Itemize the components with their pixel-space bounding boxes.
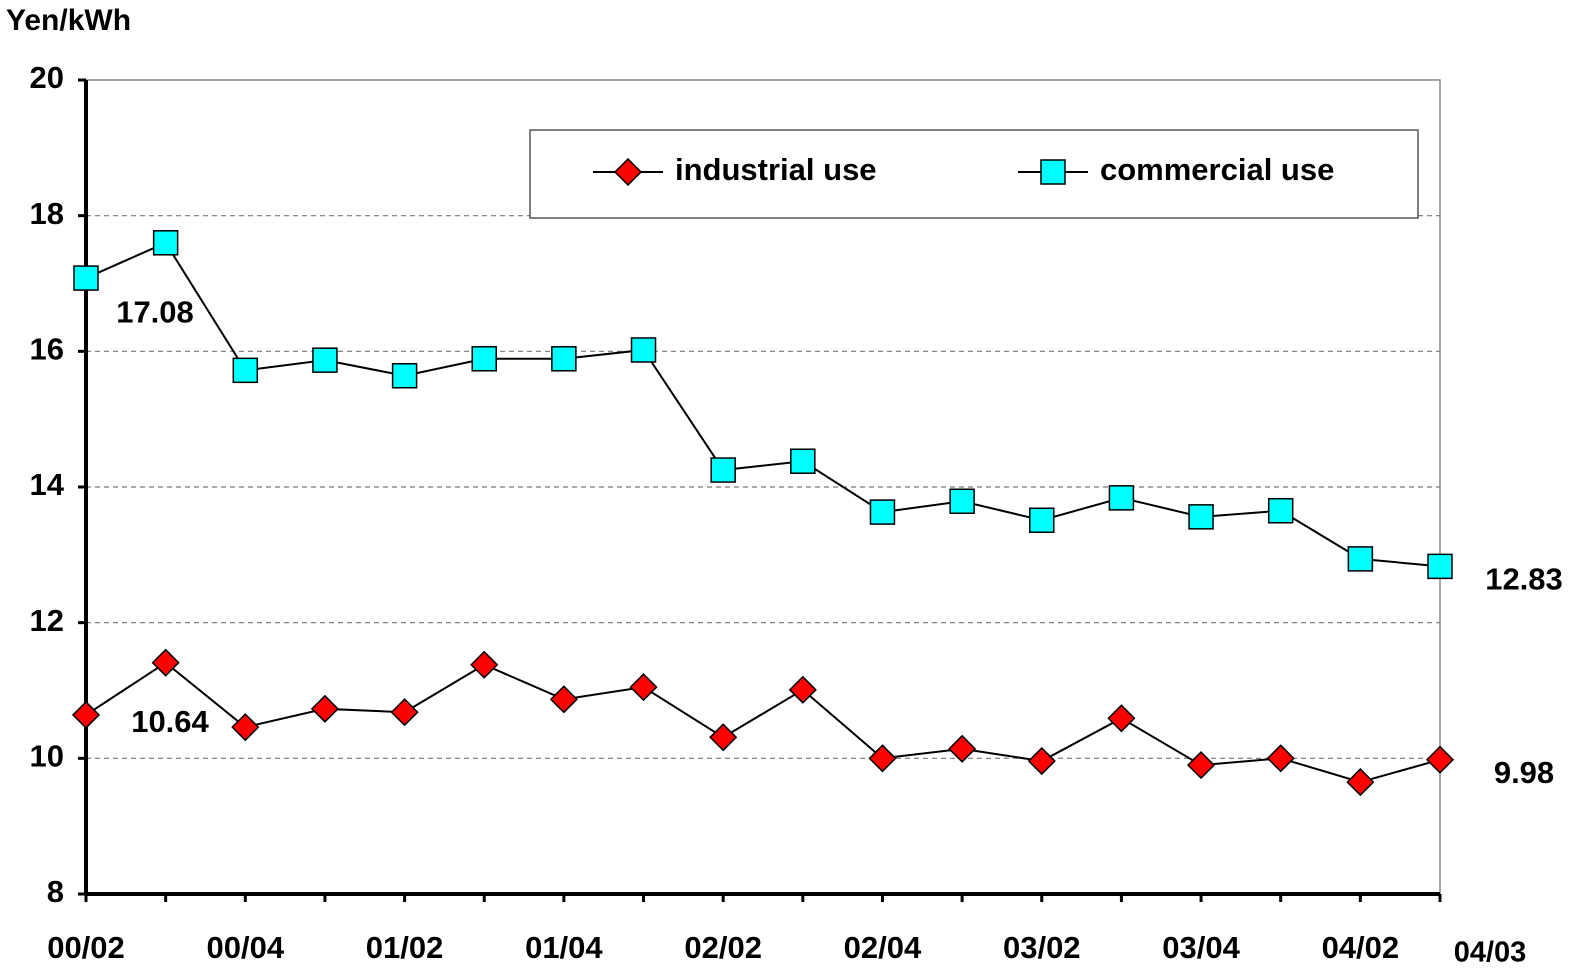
legend-label: commercial use [1100, 152, 1334, 187]
diamond-marker [549, 685, 578, 714]
square-marker [1108, 485, 1135, 511]
legend: industrial use commercial use [529, 129, 1419, 219]
diamond-marker [868, 744, 897, 773]
diamond-marker [231, 713, 260, 742]
square-marker [1029, 507, 1055, 533]
y-tick-label: 20 [30, 60, 64, 95]
x-tick-label: 03/02 [1003, 930, 1081, 965]
diamond-marker [1107, 704, 1136, 733]
square-marker [710, 457, 736, 483]
diamond-marker [948, 734, 977, 763]
diamond-marker [310, 694, 340, 723]
square-marker [1040, 159, 1066, 185]
square-marker [1188, 504, 1214, 530]
square-marker [1347, 546, 1374, 572]
y-tick-label: 10 [30, 739, 64, 774]
data-label: 10.64 [131, 704, 209, 739]
diamond-marker [1425, 745, 1455, 774]
diamond-marker [1346, 768, 1375, 797]
x-tick-label: 02/02 [684, 930, 762, 965]
y-tick-label: 16 [30, 332, 64, 367]
x-tick-label: 03/04 [1162, 930, 1240, 965]
diamond-marker [1027, 746, 1056, 776]
x-tick-label: 02/04 [844, 930, 922, 965]
series-line [85, 241, 1441, 568]
square-marker [949, 488, 975, 514]
x-tick-label: 01/04 [525, 930, 603, 965]
x-tick-label: 00/02 [47, 930, 125, 965]
diamond-marker [629, 673, 658, 702]
y-tick-label: 18 [30, 196, 64, 231]
y-tick-label: 12 [30, 603, 64, 638]
diamond-marker [1186, 751, 1216, 780]
diamond-marker [709, 723, 738, 752]
diamond-marker [390, 698, 419, 727]
series-line [85, 661, 1441, 784]
x-tick-label: 00/04 [207, 930, 285, 965]
square-marker [869, 499, 896, 525]
data-label: 17.08 [116, 294, 194, 329]
x-tick-label: 01/02 [366, 930, 444, 965]
square-marker [1427, 553, 1453, 580]
square-marker [152, 230, 179, 256]
square-marker [391, 363, 418, 389]
y-axis-label: Yen/kWh [6, 4, 131, 37]
square-marker [790, 448, 816, 474]
data-label: 9.98 [1494, 755, 1554, 790]
square-marker [551, 346, 577, 372]
square-marker [232, 357, 259, 384]
diamond-marker [613, 157, 643, 187]
diamond-marker [1266, 744, 1295, 773]
square-marker [471, 346, 497, 372]
square-marker [73, 265, 99, 291]
diamond-marker [788, 675, 817, 704]
x-tick-label: 04/03 [1454, 937, 1527, 969]
data-label: 12.83 [1485, 562, 1563, 597]
y-tick-label: 14 [30, 467, 65, 502]
legend-label: industrial use [675, 152, 877, 187]
diamond-marker [470, 650, 499, 679]
legend-box [529, 129, 1419, 219]
diamond-marker [71, 700, 101, 729]
y-tick-label: 8 [47, 874, 64, 909]
square-marker [312, 347, 338, 373]
square-marker [630, 337, 657, 363]
square-marker [1267, 497, 1294, 524]
x-tick-label: 04/02 [1322, 930, 1400, 965]
diamond-marker [151, 648, 180, 677]
